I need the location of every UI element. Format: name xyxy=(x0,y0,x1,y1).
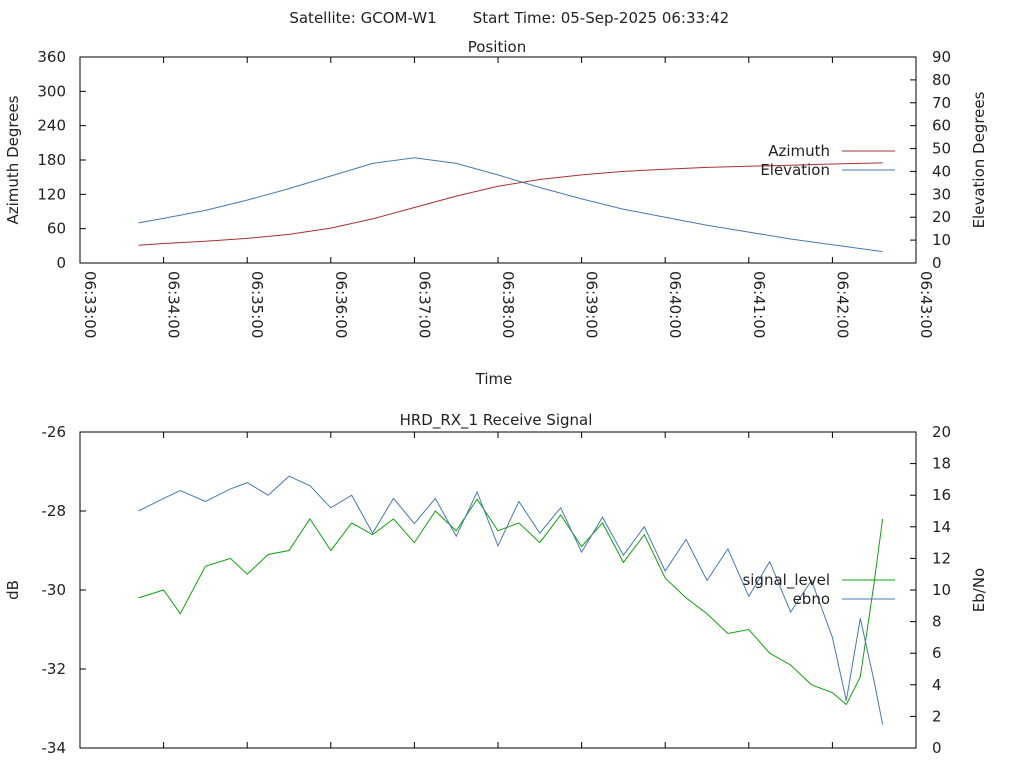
y-tick-label: -34 xyxy=(42,739,67,757)
x-tick-label: 06:43:00 xyxy=(917,271,935,338)
x-tick-label: 06:35:00 xyxy=(248,271,266,338)
x-tick-label: 06:41:00 xyxy=(750,271,768,338)
signal-y-ticks: -34 -32 -30 -28 -26 xyxy=(42,423,86,757)
series-line-azimuth xyxy=(138,162,883,246)
y2-tick-label: 0 xyxy=(932,254,942,272)
y2-tick-label: 16 xyxy=(932,486,951,504)
y-tick-label: 240 xyxy=(37,117,66,135)
y2-tick-label: 60 xyxy=(932,117,951,135)
position-y2-ticks: 0 10 20 30 40 50 60 70 80 90 xyxy=(910,48,951,272)
y2-tick-label: 14 xyxy=(932,518,951,536)
position-panel: Position 06:33:00 06:34:00 06:35:00 06:36:0… xyxy=(4,38,988,388)
x-tick-label: 06:42:00 xyxy=(833,271,851,338)
position-title: Position xyxy=(468,38,526,56)
series-line-signal-level xyxy=(138,498,884,706)
x-tick-label: 06:39:00 xyxy=(583,271,601,338)
position-y-ticks: 0 60 120 180 240 300 360 xyxy=(37,48,86,272)
y-tick-label: 0 xyxy=(56,254,66,272)
y2-tick-label: 20 xyxy=(932,208,951,226)
satellite-label: Satellite: GCOM-W1 xyxy=(289,9,436,27)
signal-plot-frame xyxy=(79,431,917,749)
signal-title: HRD_RX_1 Receive Signal xyxy=(400,411,593,430)
position-x-ticks: 06:33:00 06:34:00 06:35:00 06:36:00 06:37:00… xyxy=(79,57,935,338)
position-legend: Azimuth Elevation xyxy=(760,142,895,179)
position-x-axis-label: Time xyxy=(475,370,513,388)
signal-x-ticks xyxy=(79,432,917,748)
y2-tick-label: 8 xyxy=(932,613,942,631)
y2-tick-label: 30 xyxy=(932,185,951,203)
y-tick-label: -28 xyxy=(42,502,67,520)
y2-tick-label: 2 xyxy=(932,707,942,725)
series-line-elevation xyxy=(138,157,883,253)
y2-tick-label: 40 xyxy=(932,162,951,180)
legend-label-elevation: Elevation xyxy=(760,161,830,179)
position-plot-frame xyxy=(79,56,917,264)
legend-label-ebno: ebno xyxy=(793,590,830,608)
x-tick-label: 06:34:00 xyxy=(165,271,183,338)
y-tick-label: 180 xyxy=(37,151,66,169)
y-tick-label: 120 xyxy=(37,185,66,203)
signal-y2-axis-label: Eb/No xyxy=(970,568,988,612)
y-tick-label: 300 xyxy=(37,82,66,100)
position-y2-axis-label: Elevation Degrees xyxy=(970,91,988,228)
x-tick-label: 06:36:00 xyxy=(332,271,350,338)
legend-label-signal-level: signal_level xyxy=(742,571,830,590)
y2-tick-label: 6 xyxy=(932,644,942,662)
y2-tick-label: 90 xyxy=(932,48,951,66)
x-tick-label: 06:37:00 xyxy=(415,271,433,338)
y2-tick-label: 80 xyxy=(932,71,951,89)
y-tick-label: -26 xyxy=(42,423,67,441)
signal-legend: signal_level ebno xyxy=(742,571,895,608)
y2-tick-label: 10 xyxy=(932,581,951,599)
signal-y-axis-label: dB xyxy=(4,580,22,600)
y-tick-label: -30 xyxy=(42,581,67,599)
y2-tick-label: 12 xyxy=(932,549,951,567)
y-tick-label: 60 xyxy=(47,220,66,238)
position-series xyxy=(138,157,883,253)
signal-panel: HRD_RX_1 Receive Signal -34-32-30-28-26 … xyxy=(4,411,988,757)
y2-tick-label: 70 xyxy=(932,94,951,112)
y2-tick-label: 18 xyxy=(932,455,951,473)
signal-y2-ticks: 0 2 4 6 8 10 12 14 16 18 20 xyxy=(910,423,951,757)
y2-tick-label: 4 xyxy=(932,676,942,694)
legend-label-azimuth: Azimuth xyxy=(768,142,830,160)
position-y-axis-label: Azimuth Degrees xyxy=(4,95,22,224)
y-tick-label: -32 xyxy=(42,660,67,678)
x-tick-label: 06:38:00 xyxy=(499,271,517,338)
y2-tick-label: 0 xyxy=(932,739,942,757)
y-tick-label: 360 xyxy=(37,48,66,66)
x-tick-label: 06:40:00 xyxy=(666,271,684,338)
y2-tick-label: 20 xyxy=(932,423,951,441)
series-line-ebno xyxy=(138,475,884,725)
start-time-label: Start Time: 05-Sep-2025 06:33:42 xyxy=(473,9,729,27)
y2-tick-label: 10 xyxy=(932,231,951,249)
signal-series xyxy=(138,475,884,725)
y2-tick-label: 50 xyxy=(932,140,951,158)
x-tick-label: 06:33:00 xyxy=(81,271,99,338)
